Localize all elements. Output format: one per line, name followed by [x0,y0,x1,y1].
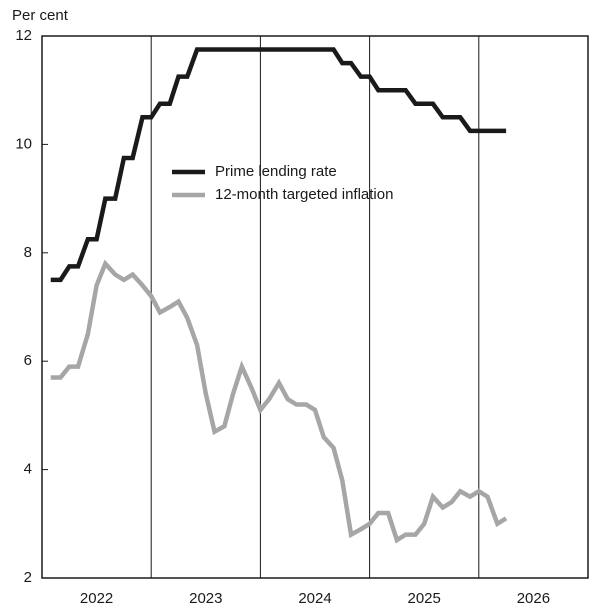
legend-label: 12-month targeted inflation [215,186,393,203]
line-series [50,259,508,544]
x-tick-label: 2024 [298,590,331,607]
line-series [50,47,507,283]
x-tick-label: 2022 [80,590,113,607]
x-tick-label: 2026 [517,590,550,607]
x-tick-label: 2025 [408,590,441,607]
y-tick-label: 6 [24,352,32,369]
y-tick-label: 10 [15,135,32,152]
y-tick-label: 12 [15,27,32,44]
y-tick-label: 2 [24,569,32,586]
y-tick-label: 8 [24,244,32,261]
x-tick-label: 2023 [189,590,222,607]
plot-border [41,35,589,579]
legend-label: Prime lending rate [215,163,337,180]
y-tick-label: 4 [24,461,32,478]
y-axis-label: Per cent [12,7,69,24]
